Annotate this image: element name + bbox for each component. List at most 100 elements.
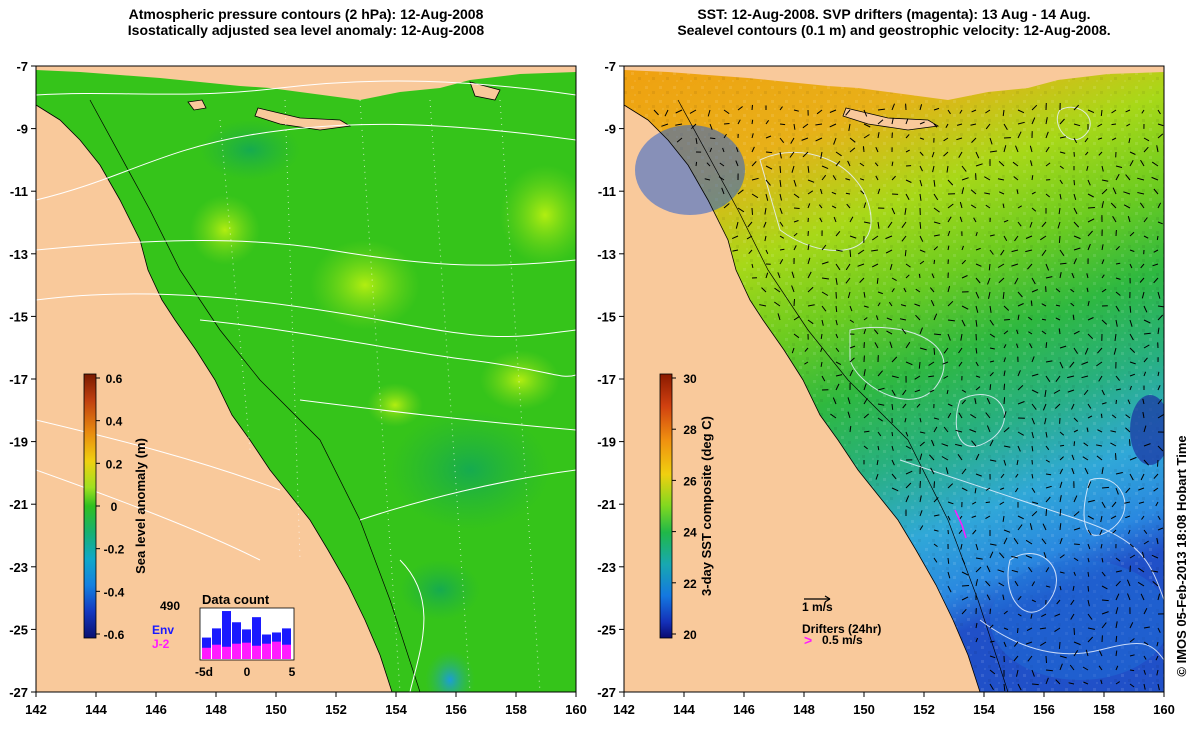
velocity-vector (1073, 527, 1081, 531)
velocity-vector (1101, 585, 1108, 590)
y-tick-label: -13 (9, 247, 28, 262)
velocity-vector (1000, 473, 1005, 479)
velocity-vector (1031, 599, 1037, 603)
velocity-vector (1087, 317, 1094, 321)
velocity-vector (1013, 176, 1019, 181)
velocity-vector (1071, 454, 1075, 461)
velocity-vector (723, 123, 730, 125)
velocity-vector (1087, 333, 1094, 340)
velocity-vector (919, 193, 922, 201)
velocity-vector (1031, 669, 1035, 677)
velocity-vector (1110, 442, 1117, 447)
velocity-vector (821, 261, 829, 265)
velocity-vector (947, 216, 952, 223)
y-tick-label: -17 (9, 372, 28, 387)
histogram-bar-j2 (282, 644, 291, 659)
velocity-vector (1014, 580, 1019, 587)
velocity-vector (779, 193, 782, 201)
velocity-vector (989, 655, 996, 659)
velocity-vector (876, 277, 879, 284)
velocity-vector (1014, 487, 1019, 493)
velocity-vector (1073, 650, 1079, 657)
velocity-vector (1143, 669, 1146, 675)
velocity-vector (971, 515, 977, 518)
velocity-vector (779, 207, 783, 214)
velocity-vector (947, 285, 951, 293)
velocity-vector (1142, 398, 1145, 405)
velocity-vector (931, 439, 935, 447)
velocity-vector (903, 287, 907, 293)
velocity-vector (1045, 677, 1049, 685)
velocity-vector (832, 175, 837, 181)
velocity-vector (746, 235, 753, 240)
velocity-vector (1045, 117, 1048, 125)
velocity-vector (933, 234, 940, 237)
velocity-vector (863, 291, 866, 298)
velocity-vector (1059, 249, 1065, 256)
velocity-vector (1143, 459, 1149, 466)
velocity-vector (821, 277, 829, 280)
velocity-vector (933, 246, 939, 251)
velocity-vector (931, 151, 935, 158)
velocity-vector (901, 235, 907, 242)
velocity-vector (1143, 540, 1149, 545)
velocity-vector (886, 330, 893, 335)
right-sealevel-contours (759, 106, 1164, 661)
velocity-vector (1087, 218, 1095, 223)
velocity-vector (1054, 627, 1061, 633)
velocity-vector (1087, 481, 1092, 489)
velocity-vector (1155, 501, 1159, 507)
velocity-vector (1045, 655, 1047, 664)
velocity-vector (1157, 627, 1161, 633)
velocity-vector (905, 193, 910, 200)
velocity-vector (1115, 570, 1122, 573)
velocity-vector (1140, 473, 1145, 481)
velocity-vector (961, 585, 970, 587)
velocity-vector (1098, 665, 1103, 671)
velocity-vector (815, 123, 823, 126)
velocity-vector (1129, 347, 1136, 353)
velocity-vector (914, 375, 921, 380)
velocity-vector (1003, 357, 1006, 363)
velocity-vector (1101, 244, 1104, 251)
velocity-vector (1129, 305, 1132, 313)
velocity-vector (1070, 613, 1075, 620)
x-tick-label: 150 (853, 702, 875, 717)
velocity-vector (793, 298, 795, 307)
velocity-vector (1115, 607, 1119, 615)
velocity-vector (1045, 146, 1050, 153)
velocity-vector (1031, 683, 1039, 686)
velocity-vector (942, 361, 949, 365)
x-tick-label: 148 (793, 702, 815, 717)
velocity-vector (1073, 123, 1081, 127)
velocity-vector (971, 137, 977, 143)
velocity-vector (789, 151, 795, 158)
velocity-vector (1143, 683, 1146, 690)
velocity-vector (961, 596, 969, 601)
velocity-vector (1045, 496, 1051, 503)
drifter-scale-label: 0.5 m/s (822, 633, 863, 647)
velocity-vector (1143, 626, 1150, 629)
velocity-vector (885, 249, 893, 254)
velocity-vector (779, 259, 784, 265)
velocity-vector (1138, 487, 1145, 491)
velocity-vector (1115, 277, 1121, 280)
x-tick-label: 146 (733, 702, 755, 717)
velocity-vector (1011, 249, 1019, 253)
velocity-vector (1003, 330, 1009, 335)
velocity-vector (975, 277, 981, 284)
velocity-vector (1003, 235, 1008, 242)
velocity-vector (975, 473, 982, 477)
velocity-vector (1129, 249, 1135, 252)
velocity-vector (1098, 375, 1103, 382)
velocity-vector (751, 146, 755, 153)
velocity-vector (1069, 361, 1075, 368)
velocity-vector (1100, 413, 1103, 419)
velocity-vector (1059, 165, 1064, 170)
velocity-vector (985, 501, 991, 504)
velocity-vector (1127, 215, 1131, 223)
velocity-vector (1143, 137, 1150, 142)
velocity-vector (1003, 397, 1006, 405)
velocity-vector (1059, 431, 1065, 436)
velocity-vector (961, 259, 967, 265)
